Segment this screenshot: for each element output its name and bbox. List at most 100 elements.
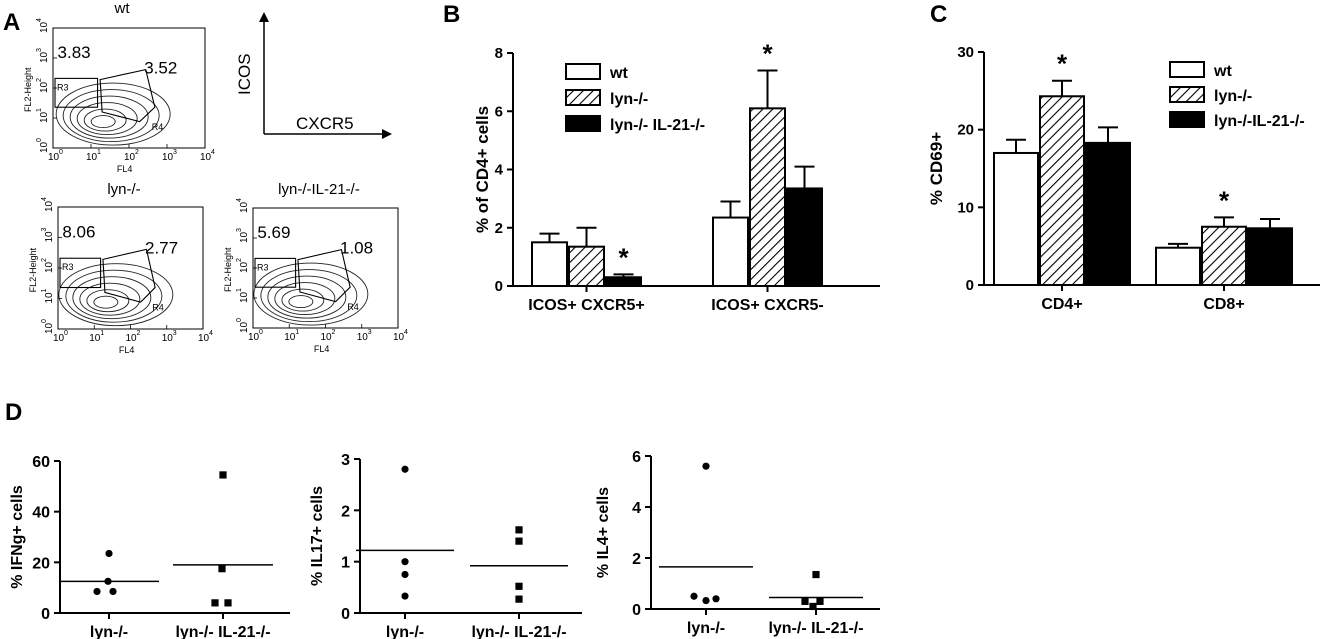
flow-y-tick-label: 10 — [239, 231, 250, 243]
flow-y-tick-exponent: 3 — [36, 48, 43, 52]
flow-x-axis-label: FL4 — [119, 345, 135, 355]
flow-contour-line — [90, 115, 116, 129]
data-point-square — [801, 597, 809, 605]
y-tick-label: 2 — [495, 220, 503, 237]
y-tick-label: 20 — [957, 122, 974, 139]
flow-contour-line — [288, 295, 314, 309]
legend-label: lyn-/- — [1214, 88, 1252, 105]
flow-contour-line — [274, 282, 336, 316]
bar — [1085, 141, 1131, 286]
flow-y-tick-exponent: 1 — [41, 289, 48, 293]
y-tick-label: 1 — [341, 555, 350, 572]
gate-r3-label: R3 — [257, 262, 269, 272]
legend-label: lyn-/- IL-21-/- — [610, 117, 705, 134]
gate-right-percentage: 1.08 — [340, 239, 373, 258]
flow-x-tick-exponent: 1 — [97, 149, 101, 156]
cxcr5-axis-label: CXCR5 — [296, 114, 354, 133]
flow-y-axis-label: FL2-Height — [28, 247, 38, 292]
x-category-label: lyn-/- IL-21-/- — [471, 624, 566, 639]
data-point-square — [515, 582, 523, 590]
bar — [568, 245, 605, 287]
flow-y-tick-exponent: 2 — [236, 258, 243, 262]
x-category-label: lyn-/- — [386, 624, 424, 639]
flow-y-tick-exponent: 0 — [36, 138, 43, 142]
panel-label-a: A — [3, 9, 20, 36]
flow-contour-line — [69, 95, 149, 139]
data-point-circle — [690, 592, 698, 600]
flow-x-tick-exponent: 1 — [295, 329, 299, 336]
flow-y-tick-label: 10 — [39, 141, 50, 153]
bar — [1155, 246, 1201, 286]
flow-y-tick-label: 10 — [39, 51, 50, 63]
chart-d-il17: 0 1 2 3 % IL17+ cells lyn-/- lyn-/- IL-21-/- — [309, 452, 582, 639]
flow-contour-line — [79, 282, 141, 316]
legend-swatch — [1169, 61, 1205, 78]
y-tick-label: 0 — [966, 277, 974, 294]
gate-r4 — [99, 68, 156, 123]
y-axis-title: % IL4+ cells — [595, 487, 612, 578]
significance-marker: * — [1219, 185, 1230, 215]
data-point-square — [218, 565, 226, 573]
data-point-square — [515, 526, 523, 534]
gate-left-percentage: 5.69 — [257, 223, 290, 242]
data-point-circle — [702, 462, 710, 470]
flow-x-tick-exponent: 2 — [137, 330, 141, 337]
flow-x-tick-exponent: 4 — [211, 149, 215, 156]
flow-y-tick-label: 10 — [44, 231, 55, 243]
legend-label: wt — [609, 65, 628, 82]
x-group-label: ICOS+ CXCR5- — [711, 297, 823, 314]
flow-x-tick-label: 10 — [53, 333, 65, 344]
y-tick-label: 0 — [632, 602, 641, 619]
data-point-square — [211, 599, 219, 607]
flow-x-tick-label: 10 — [162, 152, 174, 163]
flow-y-tick-label: 10 — [39, 21, 50, 33]
data-point-circle — [702, 596, 710, 605]
flow-y-tick-exponent: 1 — [36, 108, 43, 112]
flow-x-tick-exponent: 0 — [64, 330, 68, 337]
y-axis-title: % IL17+ cells — [309, 486, 326, 586]
gate-left-percentage: 8.06 — [62, 223, 95, 242]
y-axis-title: % CD69+ — [927, 132, 946, 205]
flow-x-axis-label: FL4 — [314, 344, 330, 354]
y-tick-label: 60 — [32, 454, 50, 471]
flow-y-tick-label: 10 — [44, 200, 55, 212]
y-tick-label: 2 — [341, 503, 350, 520]
flow-x-tick-label: 10 — [198, 333, 210, 344]
significance-marker: * — [1057, 49, 1068, 79]
flow-y-tick-label: 10 — [239, 291, 250, 303]
gate-right-percentage: 2.77 — [145, 238, 178, 257]
gate-r4 — [102, 248, 156, 303]
flow-plot-title: lyn-/- — [107, 181, 140, 198]
flow-contour-line — [65, 269, 163, 323]
gate-r3-label: R3 — [62, 262, 74, 272]
y-axis-title: % of CD4+ cells — [473, 106, 492, 233]
data-point-square — [809, 602, 817, 611]
flow-y-tick-label: 10 — [39, 111, 50, 123]
flow-y-tick-label: 10 — [39, 81, 50, 93]
legend-label: lyn-/- — [610, 91, 648, 108]
flow-x-tick-exponent: 3 — [368, 329, 372, 336]
chart-b-cd4-percentage: 0 2 4 6 8 % of CD4+ cells ICOS+ CXCR5+ ICOS+ CX… — [473, 38, 880, 314]
flow-contour-line — [260, 269, 358, 323]
flow-x-tick-label: 10 — [124, 152, 136, 163]
y-tick-label: 6 — [632, 449, 641, 466]
gate-r4-label: R4 — [347, 302, 359, 312]
data-point-circle — [93, 587, 101, 596]
legend-swatch — [565, 115, 601, 132]
flow-contour-line — [58, 263, 174, 327]
data-point-circle — [401, 558, 409, 566]
chart-d-ifng: 0 20 40 60 % IFNg+ cells lyn-/- lyn-/- IL-21-/… — [9, 454, 290, 639]
flow-x-tick-label: 10 — [321, 332, 333, 343]
legend-swatch — [1169, 86, 1205, 103]
flow-x-tick-exponent: 0 — [259, 329, 263, 336]
data-point-square — [515, 595, 523, 603]
y-tick-label: 4 — [632, 500, 641, 517]
flow-x-tick-label: 10 — [393, 332, 405, 343]
flow-x-tick-label: 10 — [284, 332, 296, 343]
flow-y-tick-exponent: 2 — [36, 78, 43, 82]
axis-orientation-key: ICOS CXCR5 — [235, 12, 392, 139]
gate-left-percentage: 3.83 — [58, 43, 91, 62]
y-tick-label: 0 — [41, 606, 50, 623]
